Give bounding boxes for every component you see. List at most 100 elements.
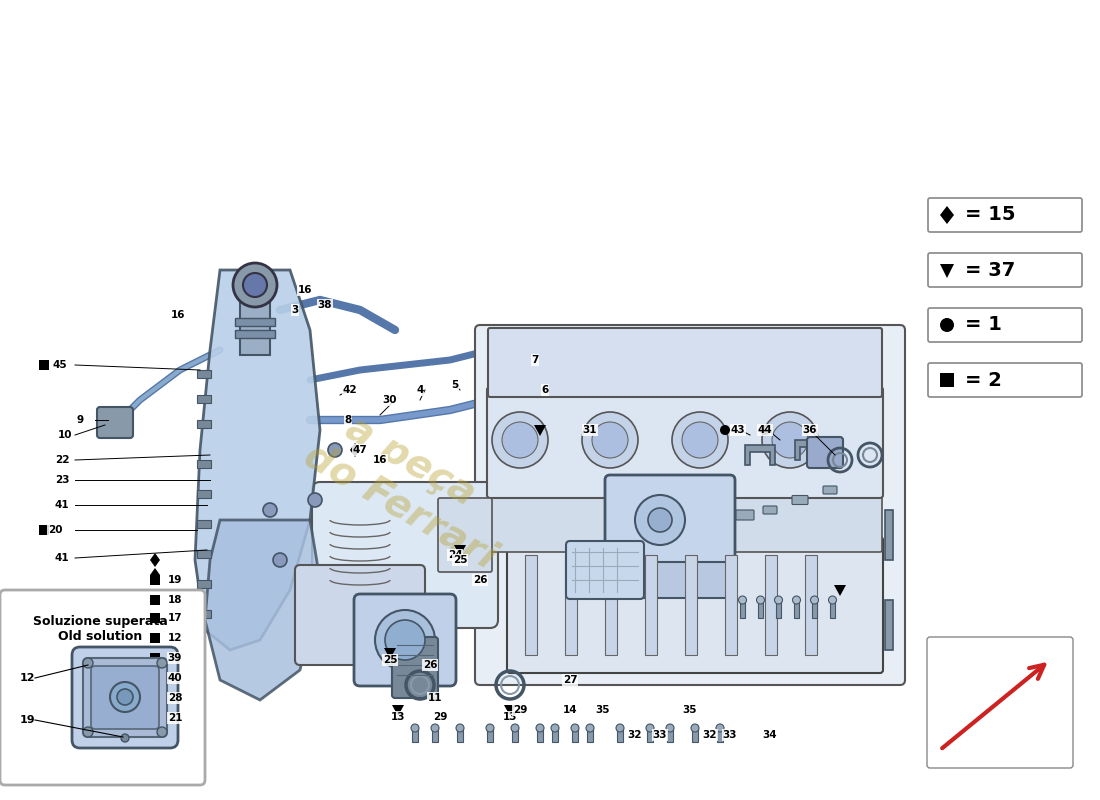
- Polygon shape: [834, 585, 846, 596]
- Circle shape: [811, 596, 818, 604]
- Text: 42: 42: [343, 385, 358, 395]
- Bar: [758, 600, 763, 618]
- Polygon shape: [384, 648, 396, 659]
- Text: 3: 3: [292, 305, 298, 315]
- Circle shape: [82, 658, 94, 668]
- Circle shape: [456, 724, 464, 732]
- Circle shape: [110, 682, 140, 712]
- Text: 12: 12: [167, 633, 183, 643]
- FancyBboxPatch shape: [763, 506, 777, 514]
- Text: 47: 47: [353, 445, 367, 455]
- Circle shape: [308, 493, 322, 507]
- Text: 16: 16: [298, 285, 312, 295]
- Text: 35: 35: [683, 705, 697, 715]
- Text: 25: 25: [383, 655, 397, 665]
- Text: = 15: = 15: [965, 206, 1015, 225]
- Circle shape: [82, 727, 94, 737]
- Text: 12: 12: [20, 673, 35, 683]
- Text: 26: 26: [473, 575, 487, 585]
- Polygon shape: [940, 264, 954, 278]
- Circle shape: [738, 596, 747, 604]
- Circle shape: [117, 689, 133, 705]
- Circle shape: [792, 596, 801, 604]
- Text: 34: 34: [762, 730, 778, 740]
- Bar: [940, 373, 954, 387]
- Text: 36: 36: [803, 425, 817, 435]
- FancyBboxPatch shape: [82, 658, 167, 737]
- Text: 44: 44: [758, 425, 772, 435]
- Text: 10: 10: [57, 430, 73, 440]
- Text: 25: 25: [453, 555, 468, 565]
- Circle shape: [582, 412, 638, 468]
- Circle shape: [720, 425, 730, 435]
- Bar: [197, 610, 211, 618]
- Bar: [537, 728, 543, 742]
- Circle shape: [492, 412, 548, 468]
- Circle shape: [157, 727, 167, 737]
- Text: 13: 13: [503, 712, 517, 722]
- FancyBboxPatch shape: [823, 486, 837, 494]
- Polygon shape: [150, 553, 160, 567]
- Bar: [692, 728, 698, 742]
- Bar: [150, 713, 160, 723]
- Bar: [830, 600, 835, 618]
- Text: 33: 33: [723, 730, 737, 740]
- Circle shape: [716, 724, 724, 732]
- Circle shape: [682, 422, 718, 458]
- Bar: [197, 520, 211, 528]
- Circle shape: [512, 724, 519, 732]
- Circle shape: [486, 724, 494, 732]
- Bar: [685, 555, 697, 655]
- Bar: [886, 600, 893, 650]
- Text: = 1: = 1: [965, 315, 1002, 334]
- Text: 40: 40: [167, 673, 183, 683]
- Bar: [197, 460, 211, 468]
- Circle shape: [691, 724, 698, 732]
- FancyBboxPatch shape: [612, 562, 728, 598]
- Bar: [812, 600, 817, 618]
- Circle shape: [551, 724, 559, 732]
- Text: 4: 4: [416, 385, 424, 395]
- Text: 14: 14: [563, 705, 578, 715]
- FancyBboxPatch shape: [928, 253, 1082, 287]
- Bar: [647, 728, 653, 742]
- Bar: [197, 490, 211, 498]
- Text: 38: 38: [318, 300, 332, 310]
- Text: 20: 20: [47, 525, 63, 535]
- Text: 17: 17: [167, 613, 183, 623]
- Circle shape: [233, 263, 277, 307]
- FancyBboxPatch shape: [605, 475, 735, 575]
- Circle shape: [375, 610, 434, 670]
- FancyBboxPatch shape: [0, 590, 205, 785]
- Bar: [39, 360, 50, 370]
- Text: 19: 19: [168, 575, 183, 585]
- Bar: [197, 395, 211, 403]
- Bar: [412, 728, 418, 742]
- Text: 26: 26: [422, 660, 438, 670]
- Text: 19: 19: [20, 715, 35, 725]
- Bar: [512, 728, 518, 742]
- Circle shape: [616, 724, 624, 732]
- Polygon shape: [795, 440, 825, 460]
- Text: 16: 16: [170, 310, 185, 320]
- Text: 23: 23: [55, 475, 69, 485]
- Circle shape: [635, 495, 685, 545]
- Text: 22: 22: [55, 455, 69, 465]
- Circle shape: [760, 425, 770, 435]
- Text: 33: 33: [652, 730, 668, 740]
- Text: 27: 27: [563, 675, 578, 685]
- Circle shape: [586, 724, 594, 732]
- Bar: [667, 728, 673, 742]
- Text: 39: 39: [168, 653, 183, 663]
- Bar: [39, 525, 50, 535]
- Text: 24: 24: [448, 550, 462, 560]
- Bar: [552, 728, 558, 742]
- Text: 18: 18: [167, 595, 183, 605]
- FancyBboxPatch shape: [736, 510, 754, 520]
- FancyBboxPatch shape: [792, 495, 808, 505]
- Polygon shape: [205, 520, 320, 700]
- Circle shape: [328, 443, 342, 457]
- Bar: [886, 510, 893, 560]
- FancyBboxPatch shape: [928, 308, 1082, 342]
- Bar: [150, 575, 160, 585]
